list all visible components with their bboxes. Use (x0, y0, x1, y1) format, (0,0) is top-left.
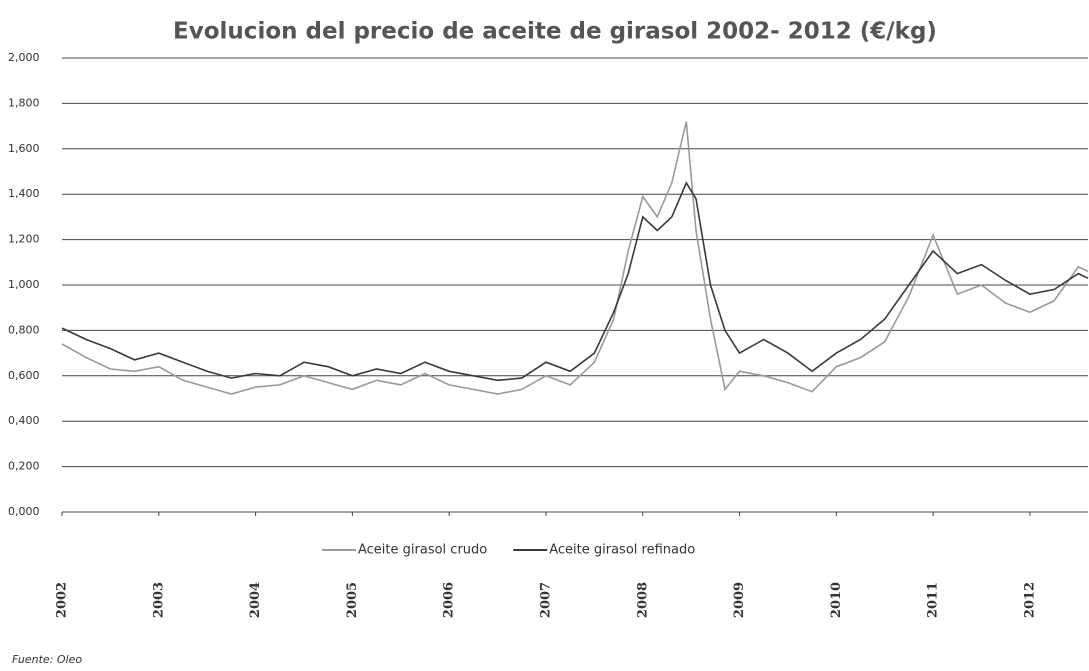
x-tick-label: 2006 (442, 582, 457, 618)
x-tick-label: 2002 (55, 582, 70, 618)
x-tick-label: 2010 (829, 582, 844, 618)
x-tick-label: 2004 (248, 582, 263, 618)
y-tick-label: 0,200 (8, 460, 40, 473)
y-tick-label: 0,000 (8, 505, 40, 518)
y-tick-label: 0,400 (8, 414, 40, 427)
y-tick-label: 1,000 (8, 278, 40, 291)
source-note: Fuente: Oleo (12, 653, 82, 666)
x-tick-label: 2003 (151, 582, 166, 618)
series-line (61, 121, 1089, 395)
y-tick-label: 1,800 (8, 96, 40, 109)
y-tick-label: 0,800 (8, 323, 40, 336)
y-tick-label: 2,000 (8, 51, 40, 64)
y-tick-label: 0,600 (8, 369, 40, 382)
x-tick-label: 2012 (1022, 582, 1037, 618)
y-tick-label: 1,600 (8, 142, 40, 155)
chart-title: Evolucion del precio de aceite de giraso… (173, 19, 937, 45)
legend-label: Aceite girasol crudo (358, 543, 487, 558)
y-tick-label: 1,400 (8, 187, 40, 200)
x-tick-label: 2008 (635, 582, 650, 618)
y-tick-label: 1,200 (8, 233, 40, 246)
x-tick-label: 2005 (345, 582, 360, 618)
legend-label: Aceite girasol refinado (549, 543, 695, 558)
x-tick-label: 2011 (926, 582, 941, 618)
x-tick-label: 2009 (732, 582, 747, 618)
x-tick-label: 2007 (538, 582, 553, 618)
series-line (61, 181, 1089, 382)
